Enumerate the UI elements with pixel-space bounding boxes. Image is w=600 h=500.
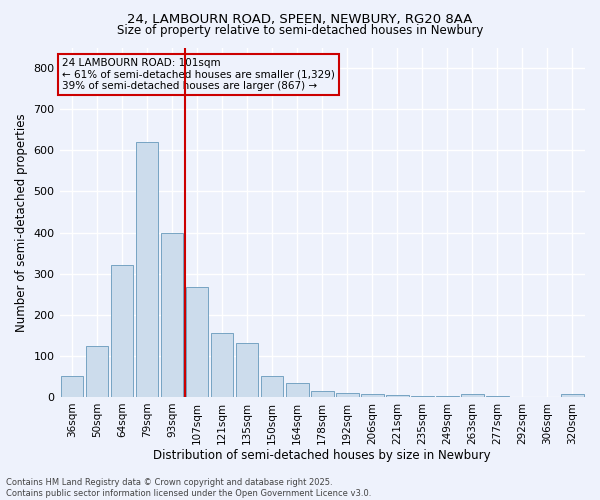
- Bar: [61, 376, 83, 397]
- Y-axis label: Number of semi-detached properties: Number of semi-detached properties: [15, 113, 28, 332]
- Bar: [86, 346, 109, 397]
- Bar: [561, 394, 584, 397]
- Bar: [361, 394, 383, 397]
- Text: Contains HM Land Registry data © Crown copyright and database right 2025.
Contai: Contains HM Land Registry data © Crown c…: [6, 478, 371, 498]
- Bar: [111, 266, 133, 397]
- Bar: [461, 394, 484, 397]
- Bar: [486, 396, 509, 397]
- Bar: [261, 376, 283, 397]
- Bar: [161, 232, 184, 397]
- Bar: [436, 396, 458, 397]
- Bar: [136, 142, 158, 397]
- Bar: [286, 384, 308, 397]
- Bar: [236, 342, 259, 397]
- Text: Size of property relative to semi-detached houses in Newbury: Size of property relative to semi-detach…: [117, 24, 483, 37]
- Bar: [411, 396, 434, 397]
- Text: 24 LAMBOURN ROAD: 101sqm
← 61% of semi-detached houses are smaller (1,329)
39% o: 24 LAMBOURN ROAD: 101sqm ← 61% of semi-d…: [62, 58, 335, 91]
- Bar: [336, 393, 359, 397]
- X-axis label: Distribution of semi-detached houses by size in Newbury: Distribution of semi-detached houses by …: [154, 450, 491, 462]
- Text: 24, LAMBOURN ROAD, SPEEN, NEWBURY, RG20 8AA: 24, LAMBOURN ROAD, SPEEN, NEWBURY, RG20 …: [127, 12, 473, 26]
- Bar: [186, 287, 208, 397]
- Bar: [311, 391, 334, 397]
- Bar: [386, 396, 409, 397]
- Bar: [211, 333, 233, 397]
